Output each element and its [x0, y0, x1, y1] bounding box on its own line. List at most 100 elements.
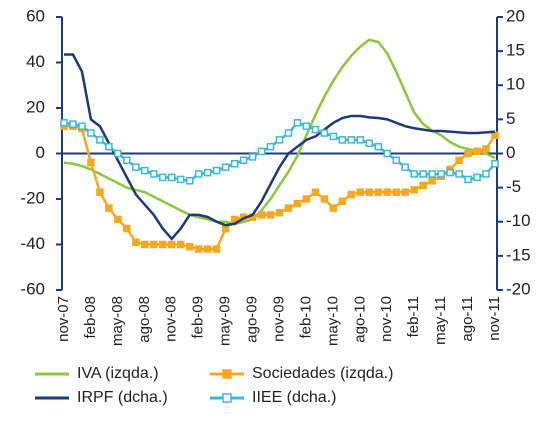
- point: [392, 156, 400, 165]
- y2-tick-label: 0: [506, 143, 515, 162]
- point: [168, 240, 176, 249]
- x-tick-label: nov-10: [378, 296, 395, 342]
- point: [302, 195, 311, 203]
- point: [212, 166, 221, 175]
- point: [194, 170, 203, 178]
- point: [203, 245, 212, 253]
- point: [248, 153, 257, 161]
- point: [428, 177, 436, 185]
- point: [320, 195, 329, 203]
- legend-label: Sociedades (izqda.): [252, 365, 393, 382]
- point: [383, 149, 391, 158]
- x-tick-label: feb-08: [82, 296, 99, 339]
- point: [221, 163, 230, 171]
- point: [141, 240, 149, 249]
- series-line: [64, 53, 496, 241]
- y2-tick-label: -5: [506, 177, 521, 196]
- point: [159, 240, 167, 249]
- x-tick-label: ago-11: [459, 296, 476, 342]
- point: [105, 142, 113, 151]
- point: [123, 224, 131, 233]
- y2-tick-label: 15: [506, 41, 525, 60]
- point: [338, 136, 347, 144]
- point: [78, 122, 86, 130]
- point: [185, 243, 194, 251]
- legend-label: IIEE (dcha.): [252, 389, 336, 406]
- x-tick-label: ago-08: [136, 296, 153, 343]
- x-tick-label: may-11: [432, 296, 449, 345]
- point: [482, 145, 490, 153]
- point: [410, 186, 418, 194]
- point: [194, 245, 203, 253]
- point: [266, 142, 275, 151]
- point: [410, 170, 418, 178]
- legend-marker: [222, 393, 232, 403]
- point: [176, 240, 185, 249]
- point: [464, 175, 472, 184]
- point: [455, 156, 463, 165]
- point: [392, 188, 400, 196]
- point: [150, 240, 158, 249]
- point: [311, 125, 320, 134]
- x-tick-label: nov-11: [486, 296, 503, 341]
- y-tick-label: 20: [26, 97, 45, 116]
- point: [338, 197, 347, 206]
- point: [284, 129, 293, 137]
- x-tick-label: feb-09: [190, 296, 207, 339]
- x-tick-label: may-10: [324, 296, 341, 346]
- point: [239, 156, 248, 165]
- point: [329, 132, 338, 141]
- point: [356, 188, 365, 196]
- x-tick-label: feb-10: [297, 296, 314, 339]
- y2-tick-label: 10: [506, 75, 525, 94]
- point: [132, 238, 140, 246]
- point: [419, 170, 427, 178]
- point: [464, 149, 472, 158]
- point: [87, 129, 95, 137]
- x-tick-label: may-09: [217, 296, 234, 346]
- point: [87, 158, 95, 167]
- point: [96, 188, 104, 196]
- point: [105, 204, 113, 212]
- point: [491, 159, 499, 168]
- point: [374, 142, 383, 151]
- point: [132, 163, 140, 171]
- point: [491, 131, 499, 140]
- x-tick-label: nov-08: [163, 296, 180, 342]
- point: [428, 170, 436, 178]
- y-tick-label: 0: [36, 143, 45, 162]
- point: [176, 175, 185, 184]
- x-tick-label: nov-07: [55, 296, 72, 342]
- point: [383, 188, 391, 196]
- point: [185, 177, 194, 185]
- point: [275, 136, 284, 144]
- point: [401, 188, 409, 196]
- point: [320, 129, 329, 137]
- legend-label: IVA (izqda.): [77, 365, 159, 382]
- point: [365, 139, 374, 148]
- point: [114, 149, 122, 158]
- legend-label: IRPF (dcha.): [77, 389, 168, 406]
- point: [374, 188, 383, 196]
- legend-marker: [222, 369, 232, 379]
- point: [150, 170, 158, 178]
- y-tick-label: -20: [20, 188, 45, 207]
- point: [203, 168, 212, 177]
- point: [302, 122, 311, 130]
- y2-tick-label: -15: [506, 245, 531, 264]
- point: [311, 188, 320, 196]
- series-line: [63, 38, 496, 226]
- point: [212, 245, 221, 253]
- y2-tick-label: 20: [506, 6, 525, 25]
- point: [446, 168, 454, 177]
- point: [293, 199, 302, 208]
- y2-tick-label: 5: [506, 109, 515, 128]
- point: [401, 163, 409, 171]
- x-tick-label: feb-11: [405, 296, 422, 337]
- point: [293, 119, 302, 127]
- x-tick-label: ago-09: [244, 296, 261, 343]
- y2-tick-label: -20: [506, 279, 531, 298]
- point: [266, 211, 275, 219]
- point: [347, 190, 356, 199]
